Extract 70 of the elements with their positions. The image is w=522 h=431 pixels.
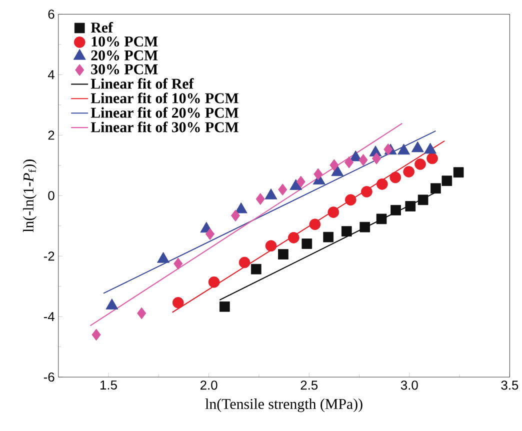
point	[234, 202, 248, 214]
point	[264, 188, 278, 200]
point	[424, 142, 436, 154]
point	[314, 168, 323, 180]
point	[205, 228, 215, 240]
legend-label: Linear fit of 20% PCM	[90, 106, 238, 118]
legend-label: Linear fit of Ref	[90, 78, 194, 89]
point	[328, 206, 340, 218]
point	[238, 256, 250, 268]
y-tick-label: -4	[44, 312, 54, 321]
point	[376, 214, 387, 224]
point	[256, 192, 265, 205]
point	[418, 194, 428, 205]
point	[358, 154, 368, 166]
point	[384, 143, 393, 156]
point	[453, 166, 464, 178]
point	[430, 182, 441, 194]
point	[344, 194, 356, 206]
x-tick-label: 1.5	[100, 380, 117, 390]
legend-label: 30% PCM	[91, 64, 158, 74]
point	[361, 186, 372, 198]
point	[302, 238, 312, 249]
legend-label: Linear fit of 30% PCM	[90, 121, 238, 132]
x-axis-title: ln(Tensile strength (MPa))	[205, 398, 362, 412]
point	[208, 276, 220, 288]
y-tick-label: 4	[48, 70, 54, 79]
point	[323, 232, 334, 242]
legend-label: Linear fit of 10% PCM	[90, 92, 238, 104]
legend-label: Ref	[90, 22, 114, 32]
y-tick-label: -6	[44, 372, 54, 382]
point	[250, 264, 262, 274]
point	[411, 141, 424, 152]
point	[137, 307, 146, 320]
legend-label: 20% PCM	[91, 50, 158, 60]
point	[398, 144, 410, 154]
point	[92, 328, 101, 340]
point	[172, 296, 184, 308]
point	[414, 158, 426, 170]
point	[290, 178, 302, 190]
point	[405, 200, 416, 212]
x-tick-label: 2.5	[300, 380, 318, 390]
point	[390, 204, 401, 216]
point	[278, 183, 288, 196]
point	[296, 176, 306, 188]
point	[265, 240, 277, 252]
x-tick-label: 2.0	[200, 380, 218, 390]
point	[376, 178, 388, 190]
point	[390, 172, 402, 183]
point	[230, 209, 240, 222]
point	[344, 156, 354, 168]
x-tick-label: 3.0	[400, 380, 418, 390]
y-axis-title: ln(-ln(1-P$_{f}$))	[23, 159, 37, 232]
point	[278, 248, 288, 260]
point	[360, 222, 370, 232]
legend-label: 10% PCM	[92, 36, 158, 46]
point	[372, 152, 382, 164]
y-tick-label: 0	[48, 190, 54, 200]
y-tick-label: 6	[48, 9, 54, 19]
point	[174, 257, 183, 270]
point	[426, 152, 438, 164]
point	[330, 158, 339, 171]
point	[403, 166, 414, 178]
point	[442, 175, 452, 186]
y-tick-label: -2	[44, 251, 54, 260]
point	[219, 301, 230, 312]
point	[341, 226, 352, 236]
x-tick-label: 3.5	[501, 380, 518, 390]
point	[288, 232, 300, 244]
y-tick-label: 2	[48, 130, 54, 140]
point	[309, 218, 321, 230]
